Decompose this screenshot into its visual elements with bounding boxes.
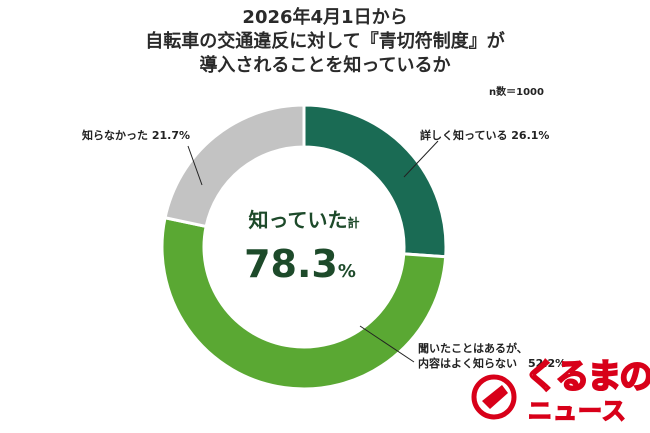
donut-slice-unknown [163,103,306,229]
leader-line-heard [359,325,415,363]
center-label-unit: 計 [347,215,359,230]
title-line-1: 2026年4月1日から [242,7,408,28]
slice-label-heard-line1: 聞いたことはあるが、 [418,341,528,355]
center-unit: % [338,261,356,282]
slice-label-detailed: 詳しく知っている 26.1% [420,128,549,142]
donut-slices [160,103,448,391]
center-label: 知っていた [248,208,347,232]
logo-mark-icon [471,374,517,420]
chart-title: 2026年4月1日から 自転車の交通違反に対して『青切符制度』が 導入されること… [0,6,650,78]
center-value-group: 78.3% [244,242,356,286]
title-line-2: 自転車の交通違反に対して『青切符制度』が [145,31,505,52]
center-value: 78.3 [244,242,338,286]
slice-label-heard-line2: 内容はよく知らない 52.2% [418,356,566,370]
title-line-3: 導入されることを知っているか [199,55,451,76]
leader-line-unknown [187,145,203,186]
slice-label-unknown: 知らなかった 21.7% [81,128,190,142]
logo-line-2: ニュース [527,396,627,426]
logo-line-1: くるまの [523,356,650,398]
donut-slice-detailed [302,103,448,259]
center-label-group: 知っていた計 [248,208,359,232]
leader-line-detailed [403,140,439,178]
kurumanonews-logo: くるまの ニュース [468,349,650,431]
donut-slice-heard [160,215,448,391]
sample-size: n数＝1000 [489,87,544,98]
